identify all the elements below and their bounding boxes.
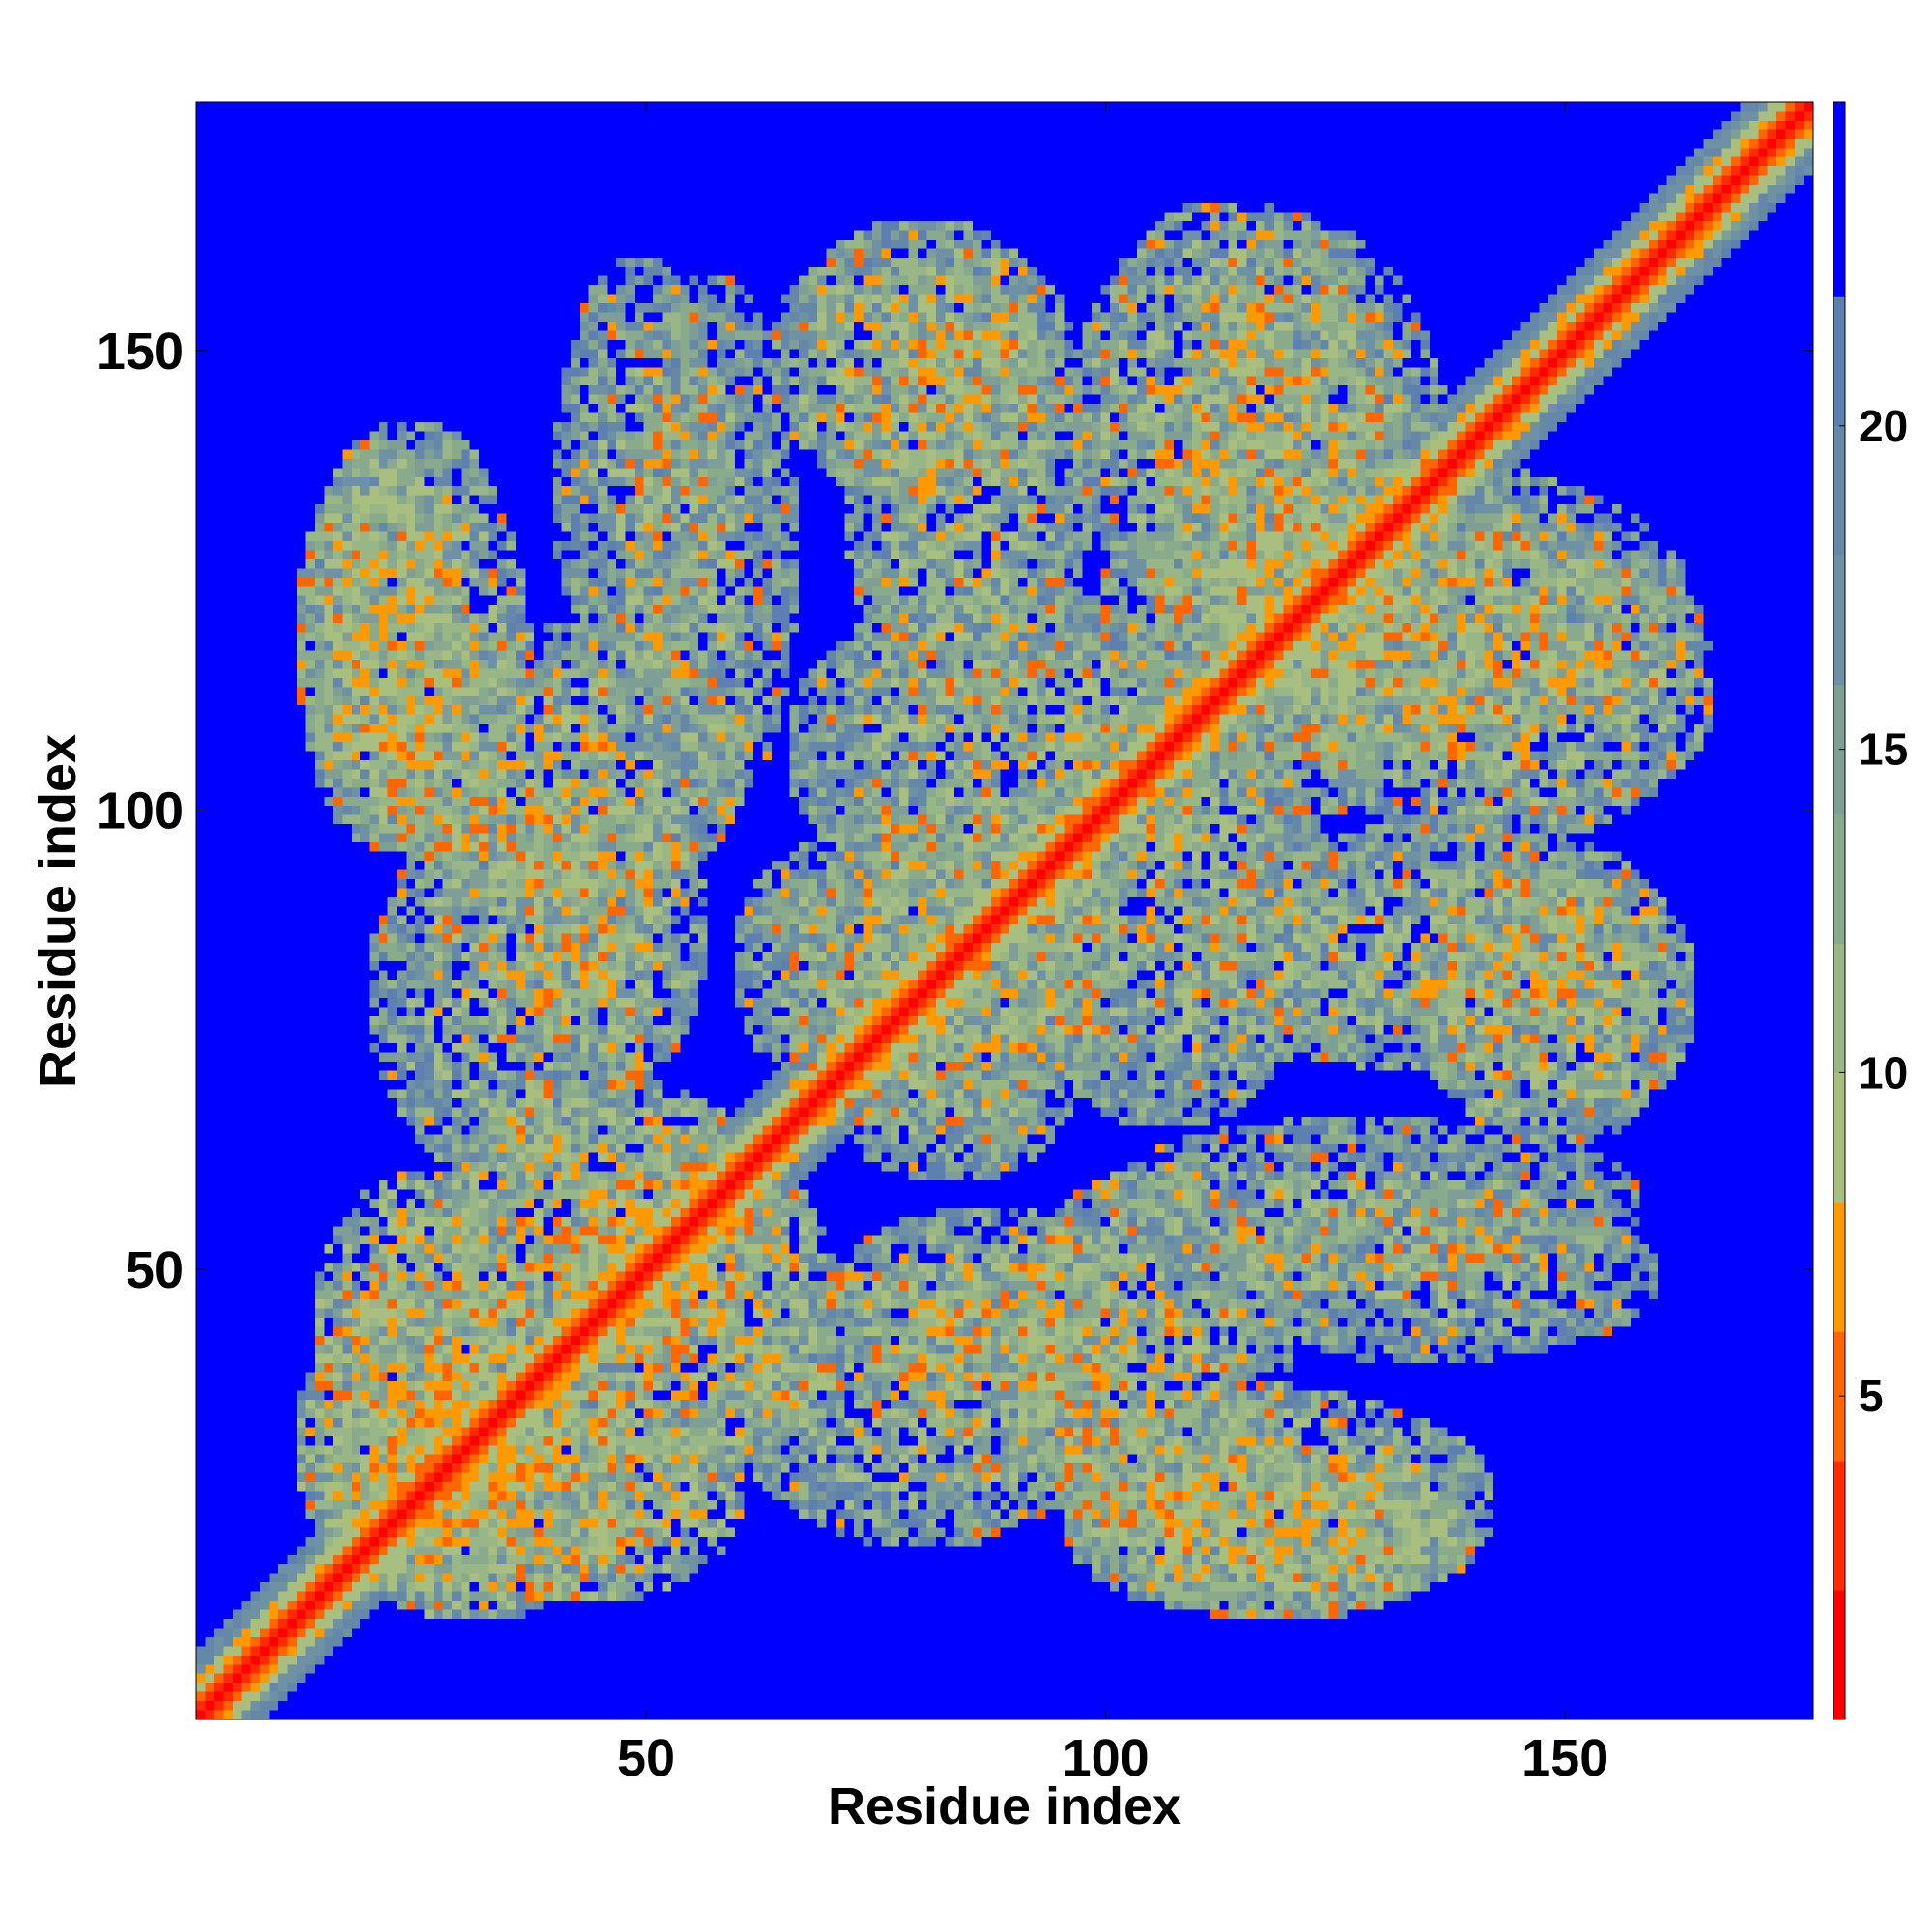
colorbar-band-0 <box>1833 1590 1845 1720</box>
x-axis-ticks: 50 100 150 <box>617 102 1608 1787</box>
colorbar-band-5 <box>1833 943 1845 1073</box>
colorbar-band-3 <box>1833 1202 1845 1332</box>
y-tick-label-0: 50 <box>126 1241 184 1299</box>
y-axis-ticks: 50 100 150 <box>97 323 1813 1299</box>
x-tick-label-1: 100 <box>1063 1729 1150 1787</box>
colorbar-band-9 <box>1833 425 1845 556</box>
colorbar-band-6 <box>1833 813 1845 944</box>
x-axis-title: Residue index <box>828 1777 1181 1835</box>
colorbar-cap <box>1833 102 1845 297</box>
y-axis-title: Residue index <box>29 734 87 1088</box>
colorbar-band-10 <box>1833 296 1845 427</box>
colorbar-tick-label-1: 10 <box>1859 1047 1908 1097</box>
colorbar-frame <box>1833 101 1846 1720</box>
x-tick-label-0: 50 <box>617 1729 675 1787</box>
colorbar-ticks: 5 10 15 20 <box>1839 401 1908 1421</box>
colorbar-band-4 <box>1833 1072 1845 1203</box>
y-tick-label-2: 150 <box>97 323 184 381</box>
colorbar-tick-label-0: 5 <box>1859 1371 1884 1421</box>
colorbar <box>1833 101 1846 1720</box>
heatmap-cells <box>196 102 1813 1719</box>
colorbar-tick-label-2: 15 <box>1859 724 1908 775</box>
colorbar-band-8 <box>1833 554 1845 686</box>
y-tick-label-1: 100 <box>97 781 184 839</box>
colorbar-tick-label-3: 20 <box>1859 401 1908 451</box>
x-tick-label-2: 150 <box>1521 1729 1608 1787</box>
plot-frame <box>195 101 1814 1720</box>
colorbar-band-1 <box>1833 1461 1845 1591</box>
